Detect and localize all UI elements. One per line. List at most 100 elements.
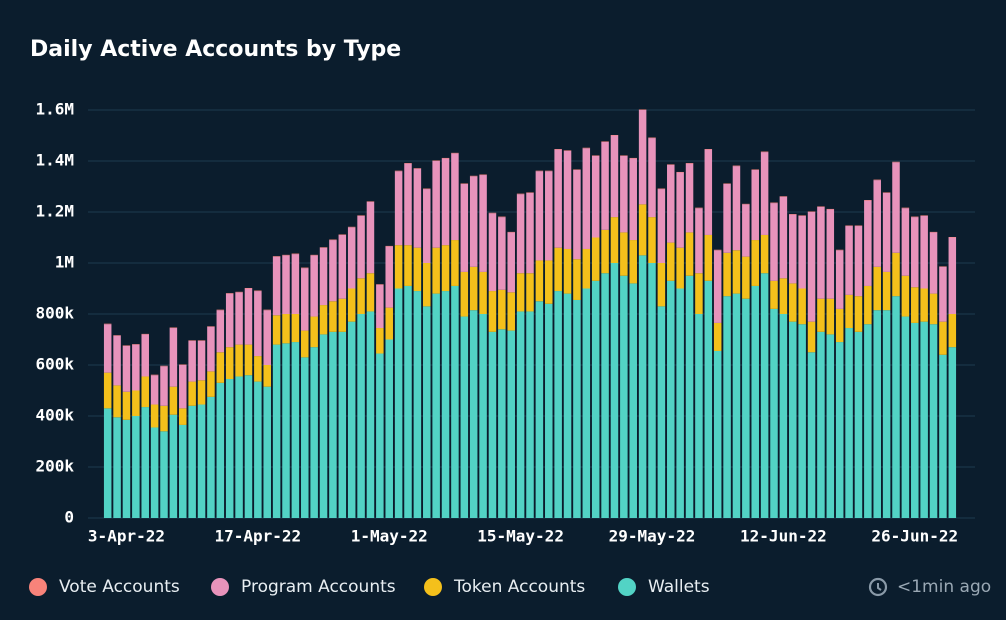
bar-segment: [845, 294, 853, 329]
bar-segment: [911, 287, 919, 323]
x-tick-label: 12-Jun-22: [740, 527, 827, 546]
bar-segment: [244, 288, 253, 345]
bar-segment: [864, 285, 872, 325]
bar-segment: [638, 204, 647, 256]
x-tick-label: 29-May-22: [609, 527, 696, 546]
bar-segment: [160, 365, 168, 367]
bar-segment: [751, 240, 759, 286]
bar-segment: [338, 298, 347, 332]
bar-segment: [948, 237, 957, 314]
bar-segment: [310, 316, 318, 348]
bar-segment: [282, 254, 290, 256]
bar-segment: [254, 290, 262, 292]
legend-label: Wallets: [648, 577, 710, 597]
bar-segment: [272, 344, 281, 518]
y-tick-label: 600k: [35, 355, 74, 374]
bar-segment: [554, 247, 562, 292]
bar-segment: [150, 404, 159, 428]
bar-segment: [216, 352, 225, 383]
x-tick-label: 1-May-22: [351, 527, 428, 546]
bar-segment: [507, 231, 515, 233]
bar-segment: [629, 240, 637, 284]
bar-segment: [535, 301, 544, 518]
bar-segment: [535, 171, 544, 261]
bar-segment: [132, 416, 140, 518]
bar-segment: [667, 280, 675, 518]
bar-segment: [723, 183, 731, 253]
bar-segment: [272, 315, 281, 345]
bar-segment: [225, 293, 234, 348]
bar-segment: [667, 164, 675, 165]
bar-segment: [319, 334, 328, 518]
bar-segment: [385, 307, 393, 340]
bar-segment: [197, 380, 206, 405]
bar-segment: [451, 153, 459, 241]
bar-segment: [545, 170, 553, 172]
bar-segment: [451, 240, 459, 286]
bar-segment: [310, 254, 318, 256]
bar-segment: [892, 296, 900, 518]
bar-segment: [873, 266, 881, 311]
bar-segment: [329, 240, 337, 302]
bar-segment: [873, 179, 881, 181]
bar-segment: [911, 322, 919, 518]
bar-segment: [610, 135, 619, 218]
bar-segment: [394, 171, 403, 246]
bar-segment: [169, 327, 178, 329]
bar-segment: [864, 324, 872, 518]
bar-segment: [235, 376, 243, 518]
bar-segment: [620, 275, 628, 518]
bar-segment: [789, 214, 797, 215]
bar-segment: [103, 324, 112, 373]
bar-segment: [113, 335, 121, 336]
x-tick-label: 26-Jun-22: [871, 527, 958, 546]
bar-segment: [901, 207, 910, 209]
bar-segment: [601, 273, 609, 518]
bar-segment: [770, 202, 778, 204]
bar-segment: [817, 298, 825, 332]
bar-segment: [376, 328, 384, 354]
bar-segment: [479, 174, 487, 176]
bar-segment: [432, 293, 440, 518]
bar-segment: [432, 160, 440, 161]
bar-segment: [179, 365, 187, 409]
bar-segment: [291, 314, 300, 343]
bar-segment: [460, 271, 469, 317]
bar-segment: [141, 333, 149, 335]
bar-segment: [920, 215, 928, 216]
bar-segment: [713, 249, 722, 251]
bar-segment: [798, 324, 806, 518]
bar-segment: [301, 268, 309, 331]
bar-segment: [188, 381, 196, 406]
bar-segment: [948, 314, 957, 348]
bar-segment: [272, 256, 281, 257]
bar-segment: [160, 366, 168, 406]
bar-segment: [676, 288, 684, 518]
bar-segment: [920, 215, 928, 289]
bar-segment: [235, 292, 243, 345]
bar-segment: [498, 217, 506, 290]
y-tick-label: 1.2M: [35, 202, 74, 221]
bar-segment: [225, 293, 234, 294]
bar-segment: [854, 225, 863, 227]
bar-segment: [582, 147, 591, 149]
bar-segment: [582, 288, 591, 518]
y-tick-label: 800k: [35, 304, 74, 323]
bar-segment: [310, 255, 318, 317]
bar-segment: [807, 211, 816, 212]
bar-segment: [329, 239, 337, 241]
bar-segment: [132, 390, 140, 416]
bar-segment: [404, 163, 412, 246]
bar-segment: [526, 192, 534, 274]
bar-segment: [713, 250, 722, 323]
y-tick-label: 200k: [35, 457, 74, 476]
bar-segment: [235, 291, 243, 293]
refresh-icon: [868, 577, 888, 597]
bar-segment: [742, 203, 750, 205]
bar-segment: [169, 328, 178, 387]
bar-segment: [366, 311, 375, 518]
bar-segment: [835, 250, 844, 309]
bar-segment: [864, 200, 872, 201]
bar-segment: [216, 309, 225, 311]
bar-segment: [704, 280, 713, 518]
